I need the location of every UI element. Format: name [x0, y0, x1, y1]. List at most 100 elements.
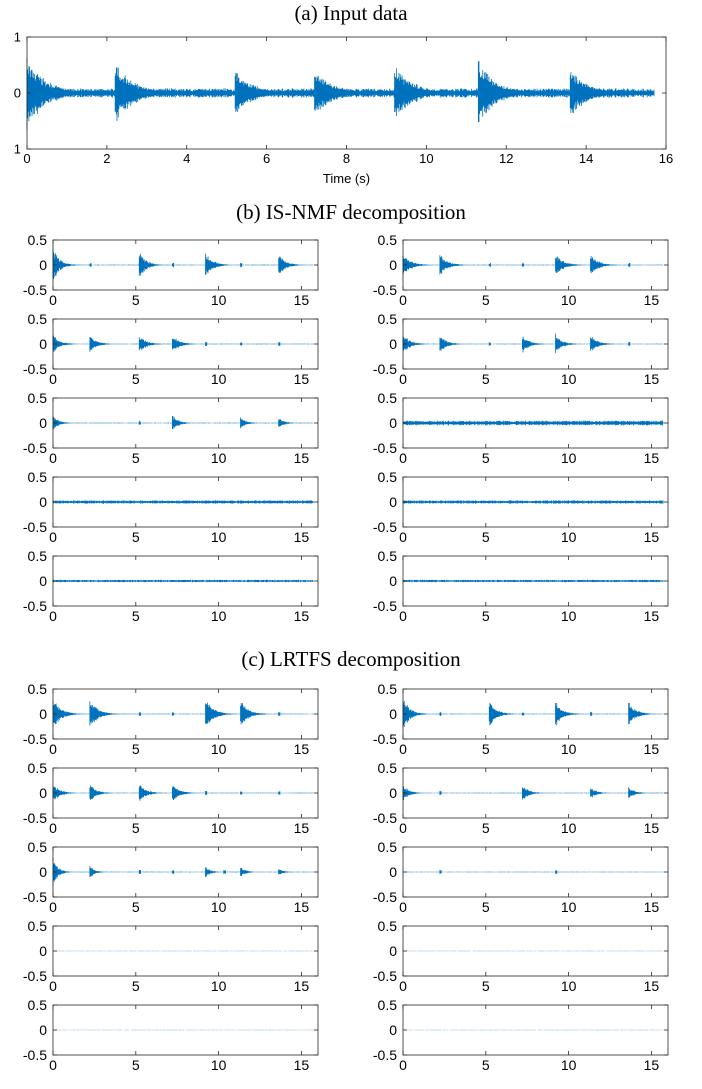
- x-tick-label: 15: [644, 899, 660, 915]
- y-tick-label: 0: [389, 785, 397, 801]
- y-tick-label: 0: [39, 706, 47, 722]
- x-tick-label: 10: [561, 292, 577, 308]
- signal-series: [403, 255, 663, 275]
- x-tick-label: 10: [561, 820, 577, 836]
- x-tick-label: 14: [579, 151, 593, 166]
- x-tick-label: 15: [294, 899, 310, 915]
- y-tick-label: -0.5: [373, 1047, 397, 1063]
- signal-series: [53, 336, 313, 352]
- x-tick-label: 15: [294, 741, 310, 757]
- x-tick-label: 15: [644, 371, 660, 387]
- signal-series: [403, 334, 663, 353]
- x-tick-label: 0: [399, 899, 407, 915]
- y-tick-label: -0.5: [373, 598, 397, 614]
- y-tick-label: 0: [39, 573, 47, 589]
- x-tick-label: 10: [211, 741, 227, 757]
- x-tick-label: 5: [132, 978, 140, 994]
- y-tick-label: -0.5: [23, 889, 47, 905]
- x-tick-label: 10: [211, 1057, 227, 1073]
- y-tick-label: -0.5: [23, 282, 47, 298]
- title-input-data: (a) Input data: [0, 1, 702, 26]
- signal-series: [53, 500, 313, 504]
- y-tick-label: 0.5: [378, 311, 398, 327]
- y-tick-label: 0.5: [378, 232, 398, 248]
- x-tick-label: 10: [211, 529, 227, 545]
- signal-series: [403, 786, 663, 800]
- x-tick-label: 0: [49, 529, 57, 545]
- x-tick-label: 4: [183, 151, 190, 166]
- x-tick-label: 0: [399, 450, 407, 466]
- x-tick-label: 0: [23, 151, 30, 166]
- y-tick-label: 0.5: [378, 681, 398, 697]
- x-tick-label: 10: [561, 741, 577, 757]
- x-tick-label: 5: [482, 1057, 490, 1073]
- x-tick-label: 15: [294, 820, 310, 836]
- y-tick-label: -0.5: [23, 810, 47, 826]
- x-tick-label: 5: [482, 371, 490, 387]
- x-tick-label: 8: [343, 151, 350, 166]
- x-tick-label: 15: [644, 529, 660, 545]
- x-tick-label: 5: [482, 450, 490, 466]
- x-tick-label: 10: [211, 820, 227, 836]
- x-tick-label: 15: [644, 820, 660, 836]
- x-tick-label: 0: [49, 1057, 57, 1073]
- y-tick-label: 0: [389, 706, 397, 722]
- y-tick-label: 0: [389, 257, 397, 273]
- y-tick-label: 0: [389, 336, 397, 352]
- x-tick-label: 15: [644, 741, 660, 757]
- x-tick-label: 5: [482, 608, 490, 624]
- y-tick-label: 0.5: [378, 469, 398, 485]
- x-tick-label: 10: [419, 151, 433, 166]
- y-tick-label: 0.5: [378, 760, 398, 776]
- y-tick-label: -0.5: [23, 519, 47, 535]
- y-tick-label: 1: [14, 30, 21, 45]
- y-tick-label: 0: [14, 86, 21, 101]
- y-tick-label: 0: [389, 415, 397, 431]
- x-tick-label: 5: [482, 529, 490, 545]
- x-tick-label: 5: [132, 1057, 140, 1073]
- y-tick-label: -0.5: [23, 440, 47, 456]
- y-tick-label: 0: [39, 415, 47, 431]
- y-tick-label: -0.5: [23, 968, 47, 984]
- x-tick-label: 10: [211, 292, 227, 308]
- y-tick-label: 0.5: [28, 469, 48, 485]
- x-tick-label: 2: [103, 151, 110, 166]
- x-tick-label: 0: [399, 292, 407, 308]
- y-tick-label: -0.5: [23, 361, 47, 377]
- x-tick-label: 5: [132, 741, 140, 757]
- y-tick-label: -0.5: [373, 519, 397, 535]
- x-tick-label: 10: [561, 1057, 577, 1073]
- y-tick-label: 0: [39, 864, 47, 880]
- x-tick-label: 15: [294, 978, 310, 994]
- x-tick-label: 15: [294, 371, 310, 387]
- x-tick-label: 12: [499, 151, 513, 166]
- x-tick-label: 5: [132, 371, 140, 387]
- y-tick-label: 0.5: [28, 760, 48, 776]
- y-tick-label: 0.5: [28, 232, 48, 248]
- y-tick-label: 0: [39, 257, 47, 273]
- x-tick-label: 10: [561, 608, 577, 624]
- x-tick-label: 15: [294, 608, 310, 624]
- x-tick-label: 5: [132, 529, 140, 545]
- x-tick-label: 0: [49, 978, 57, 994]
- y-tick-label: 0.5: [28, 681, 48, 697]
- signal-series: [53, 249, 313, 279]
- x-tick-label: 5: [132, 450, 140, 466]
- y-tick-label: 0.5: [28, 918, 48, 934]
- x-tick-label: 15: [294, 1057, 310, 1073]
- x-tick-label: 15: [644, 292, 660, 308]
- x-tick-label: 5: [482, 978, 490, 994]
- y-tick-label: 0: [39, 494, 47, 510]
- y-tick-label: 0.5: [28, 311, 48, 327]
